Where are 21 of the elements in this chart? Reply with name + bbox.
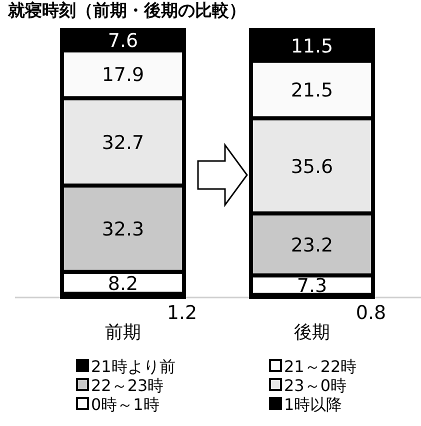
data-label: 23.2 [290, 234, 334, 256]
legend-label: 21時より前 [91, 357, 176, 376]
data-label: 32.3 [102, 218, 144, 241]
data-label: 0.8 [356, 302, 386, 324]
data-label: 8.2 [108, 272, 138, 295]
legend-label: 23～0時 [284, 376, 347, 395]
legend-label: 0時～1時 [91, 395, 160, 414]
data-label: 7.3 [296, 275, 328, 298]
x-tick-label: 後期 [294, 322, 330, 343]
title: 就寝時刻（前期・後期の比較） [8, 1, 246, 21]
data-label: 35.6 [290, 156, 334, 178]
legend-label: 22～23時 [91, 376, 164, 395]
data-label: 32.7 [102, 132, 144, 154]
data-label: 21.5 [290, 79, 334, 102]
data-label: 11.5 [290, 35, 334, 58]
data-label: 1.2 [166, 302, 198, 324]
data-label: 7.6 [108, 30, 138, 52]
legend-label: 21～22時 [284, 357, 357, 376]
legend-label: 1時以降 [284, 395, 342, 414]
x-tick-label: 前期 [105, 322, 141, 343]
data-label: 17.9 [102, 64, 144, 86]
